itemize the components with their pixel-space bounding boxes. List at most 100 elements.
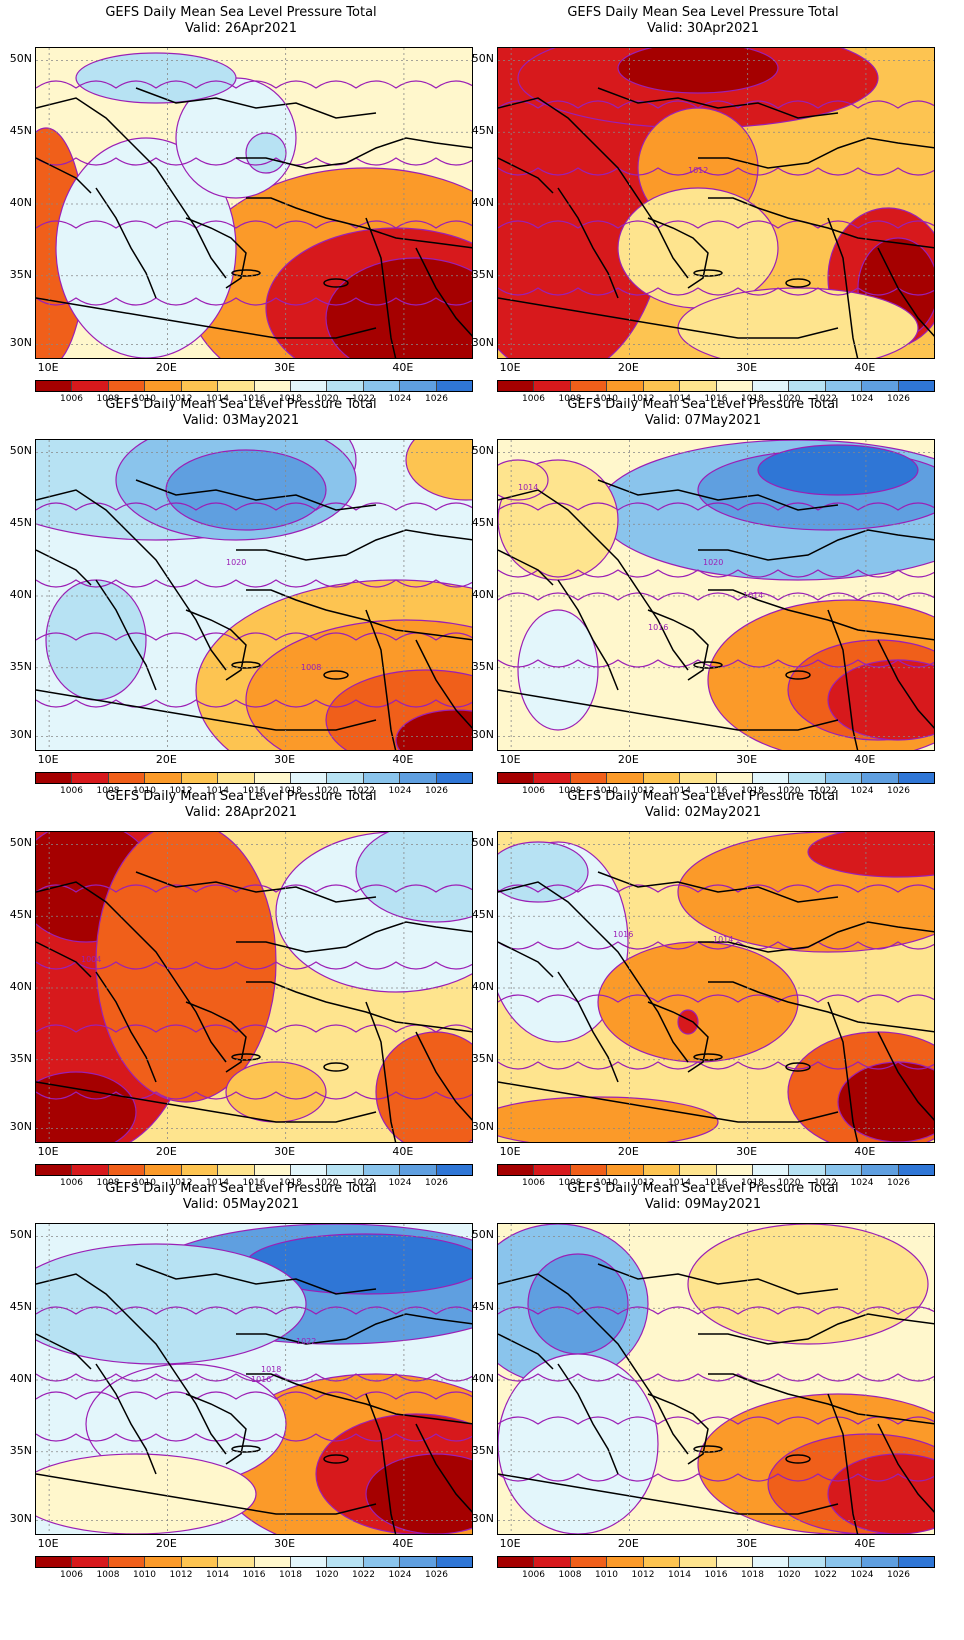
latitude-label: 35N	[9, 1443, 32, 1457]
coastline	[597, 87, 839, 119]
colorbar-label: 1010	[133, 1570, 156, 1580]
latitude-label: 40N	[471, 196, 494, 209]
pressure-map: 1004	[35, 831, 473, 1143]
map-panel: GEFS Daily Mean Sea Level Pressure Total…	[462, 1176, 944, 1586]
island-outline	[785, 670, 811, 680]
colorbar-swatch	[680, 381, 717, 391]
colorbar-label: 1020	[777, 786, 801, 796]
isobar-line	[36, 297, 472, 306]
colorbar-label: 1024	[388, 786, 412, 796]
longitude-label: 20E	[617, 753, 639, 766]
colorbar-label: 1014	[206, 1570, 229, 1580]
colorbar-label: 1020	[777, 1178, 801, 1188]
latitude-label: 40N	[9, 1372, 32, 1385]
latitude-label: 45N	[9, 908, 32, 922]
colorbar-label: 1010	[133, 1178, 156, 1188]
pressure-map: 1020 1008	[35, 439, 473, 751]
colorbar-swatch	[36, 1557, 73, 1567]
coastline	[498, 1333, 554, 1370]
panel-valid-date: Valid: 07May2021	[644, 413, 762, 428]
coastline	[95, 1363, 157, 1475]
pressure-region	[827, 1453, 934, 1534]
isobar-line	[36, 1433, 472, 1442]
colorbar-swatch	[570, 381, 608, 391]
colorbar-label: 1020	[315, 1178, 339, 1188]
latitude-label: 40N	[471, 980, 494, 993]
colorbar-label: 1014	[206, 1178, 229, 1188]
colorbar-swatch	[862, 1165, 899, 1175]
colorbar-label: 1014	[668, 1570, 691, 1580]
latitude-label: 35N	[9, 659, 32, 673]
latitude-label: 35N	[471, 1051, 494, 1065]
panel-valid-date: Valid: 09May2021	[644, 1197, 762, 1212]
latitude-label: 40N	[9, 196, 32, 209]
panel-valid-date: Valid: 05May2021	[182, 1197, 300, 1212]
colorbar-label: 1018	[741, 1178, 764, 1188]
isobar-line	[498, 287, 934, 296]
colorbar-label: 1018	[279, 394, 302, 404]
colorbar-swatch	[145, 1165, 182, 1175]
coastline	[498, 157, 554, 194]
contour-label: 1016	[251, 1375, 271, 1384]
coastline	[827, 1393, 859, 1534]
coastline	[498, 881, 689, 1063]
colorbar-label: 1012	[631, 394, 655, 404]
contour-label: 1012	[688, 166, 708, 175]
longitude-label: 10E	[37, 361, 59, 374]
longitude-label: 20E	[617, 361, 639, 374]
panel-title: GEFS Daily Mean Sea Level Pressure Total	[567, 789, 839, 804]
colorbar-swatch	[400, 1557, 437, 1567]
coastline	[827, 609, 859, 750]
colorbar-label: 1016	[242, 1570, 266, 1580]
latitude-label: 30N	[9, 336, 32, 350]
colorbar-swatch	[254, 1165, 291, 1175]
colorbar-label: 1018	[741, 394, 764, 404]
isobar-line	[36, 157, 472, 166]
map-panel: GEFS Daily Mean Sea Level Pressure Total…	[462, 392, 944, 802]
coastline	[36, 881, 227, 1063]
colorbar-swatch	[400, 381, 437, 391]
colorbar-swatch	[898, 773, 935, 783]
longitude-label: 30E	[274, 1537, 296, 1550]
coastline	[36, 689, 377, 731]
longitude-label: 30E	[274, 753, 296, 766]
coastline	[498, 941, 554, 978]
colorbar-label: 1026	[425, 1178, 448, 1188]
latitude-label: 30N	[9, 1120, 32, 1134]
colorbar-swatch	[108, 773, 146, 783]
coastline	[647, 1393, 709, 1465]
colorbar-swatch	[218, 1557, 255, 1567]
colorbar-label: 1006	[522, 1570, 545, 1580]
coastline	[95, 579, 157, 691]
coastline	[557, 1363, 619, 1475]
colorbar-swatch	[898, 381, 935, 391]
coastline	[135, 87, 377, 119]
latitude-label: 50N	[9, 1228, 32, 1242]
longitude-label: 20E	[617, 1145, 639, 1158]
colorbar-swatch	[789, 381, 826, 391]
colorbar-swatch	[680, 1557, 717, 1567]
coastline	[557, 579, 619, 691]
isobar-line	[498, 502, 934, 511]
latitude-label: 45N	[471, 908, 494, 922]
colorbar-swatch	[570, 1557, 608, 1567]
colorbar-label: 1012	[631, 1570, 655, 1580]
colorbar-swatch	[862, 381, 899, 391]
colorbar-label: 1006	[60, 394, 83, 404]
colorbar-swatch	[290, 773, 328, 783]
coastline	[246, 1373, 472, 1425]
coastline	[36, 1273, 227, 1455]
pressure-field: 1020 1008	[36, 440, 472, 750]
colorbar	[35, 1556, 473, 1568]
colorbar-swatch	[752, 1557, 790, 1567]
coastline	[185, 609, 247, 681]
coastline	[498, 297, 839, 339]
colorbar-swatch	[72, 773, 109, 783]
latitude-label: 35N	[471, 659, 494, 673]
colorbar-swatch	[181, 381, 219, 391]
coastline	[95, 187, 157, 299]
latitude-label: 50N	[471, 52, 494, 66]
longitude-label: 20E	[155, 1537, 177, 1550]
coastline	[36, 1081, 377, 1123]
latitude-label: 50N	[471, 836, 494, 850]
